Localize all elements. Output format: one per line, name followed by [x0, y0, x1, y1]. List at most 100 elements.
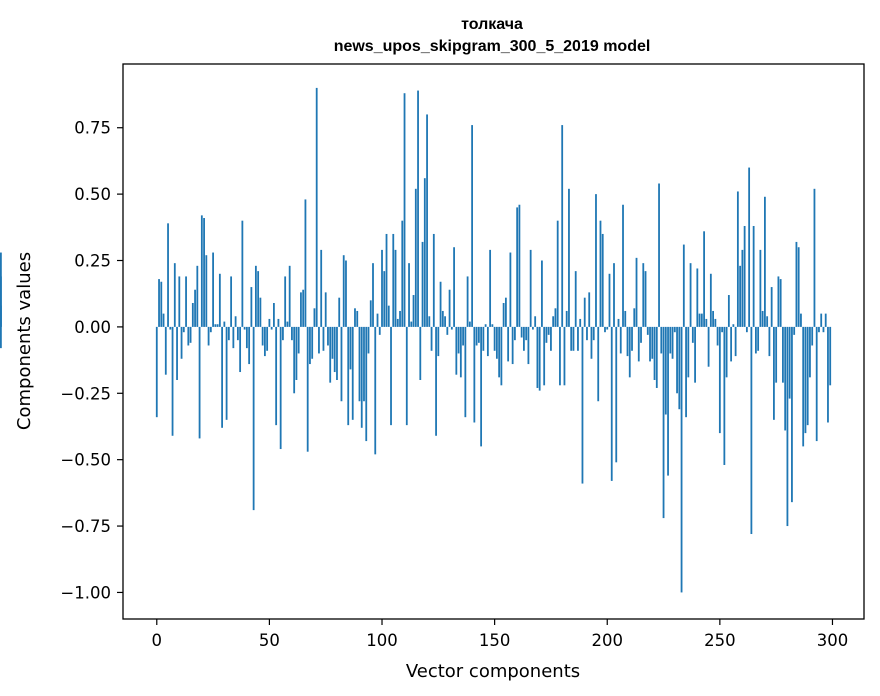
bar	[689, 263, 692, 327]
bar	[667, 326, 669, 476]
bar	[511, 326, 514, 365]
bar	[721, 326, 724, 333]
bar	[538, 326, 541, 391]
bar	[678, 326, 681, 410]
bar	[412, 295, 415, 327]
bar	[730, 326, 733, 362]
bar	[464, 326, 467, 418]
bar	[590, 326, 593, 359]
bar	[169, 326, 172, 330]
bar	[173, 263, 176, 327]
bar	[727, 295, 730, 327]
bar	[313, 308, 316, 327]
bar	[800, 313, 802, 327]
bar	[525, 326, 528, 341]
bar	[396, 318, 399, 327]
bar	[791, 326, 793, 503]
y-tick-label: −0.25	[60, 384, 111, 403]
bar	[786, 326, 789, 527]
bar	[502, 303, 505, 327]
bar	[482, 326, 485, 351]
bar	[200, 215, 203, 327]
bar	[441, 310, 444, 327]
bar	[495, 326, 498, 359]
bar	[581, 326, 584, 484]
bar	[250, 287, 253, 327]
bar	[649, 326, 651, 362]
bar	[561, 125, 564, 327]
bar	[263, 326, 266, 357]
bar	[764, 196, 766, 327]
bar	[646, 326, 649, 335]
bar	[354, 308, 356, 327]
bar	[185, 276, 187, 327]
bar	[360, 326, 363, 428]
bar	[592, 326, 595, 341]
bar	[340, 326, 343, 402]
bar	[369, 300, 372, 327]
bar	[757, 326, 760, 351]
bar	[385, 233, 388, 327]
bar	[795, 241, 798, 327]
bar	[601, 233, 604, 327]
bar	[180, 326, 183, 359]
bar	[381, 249, 383, 327]
bar	[556, 220, 559, 327]
bar	[736, 191, 739, 327]
bar	[282, 326, 284, 341]
bar	[743, 225, 746, 327]
bar	[203, 218, 205, 327]
bar	[209, 326, 212, 333]
bar	[559, 326, 561, 386]
bar	[390, 326, 392, 426]
bar	[732, 324, 735, 327]
bar	[171, 326, 174, 436]
bar	[534, 316, 537, 327]
bar	[739, 265, 742, 327]
bar	[631, 326, 633, 351]
bar	[356, 310, 359, 327]
bar	[223, 321, 226, 327]
bar	[295, 326, 298, 380]
bar	[716, 326, 719, 346]
bar	[613, 263, 615, 327]
bar	[507, 326, 510, 362]
y-tick-label: 0.00	[74, 318, 111, 337]
y-tick-label: −0.50	[60, 451, 111, 470]
bar	[734, 326, 737, 357]
bar	[818, 326, 820, 333]
bar	[750, 326, 753, 535]
bar	[640, 326, 642, 343]
bar	[680, 326, 683, 593]
bar	[797, 247, 800, 327]
bar	[637, 326, 640, 362]
bar	[408, 263, 410, 327]
bar	[624, 310, 627, 327]
bar	[367, 326, 370, 354]
bar	[401, 220, 404, 327]
bar	[162, 313, 165, 327]
bar	[293, 326, 296, 394]
bar	[214, 324, 217, 327]
bar	[363, 326, 365, 402]
bar	[788, 326, 791, 399]
bar	[793, 326, 796, 335]
bar	[565, 310, 568, 327]
bar	[669, 326, 672, 354]
bar	[761, 310, 764, 327]
bar	[802, 326, 805, 447]
bar	[822, 326, 825, 333]
bar	[745, 326, 748, 333]
bar	[514, 326, 516, 341]
bar	[471, 125, 473, 327]
bar	[554, 308, 557, 327]
bar	[182, 326, 185, 333]
bar	[218, 273, 221, 327]
x-axis: 0 50 100 150 200 250 300	[152, 619, 848, 650]
bar	[676, 326, 678, 394]
bar	[773, 326, 775, 420]
bar	[297, 326, 300, 354]
bar	[673, 326, 676, 333]
bar	[392, 233, 395, 327]
